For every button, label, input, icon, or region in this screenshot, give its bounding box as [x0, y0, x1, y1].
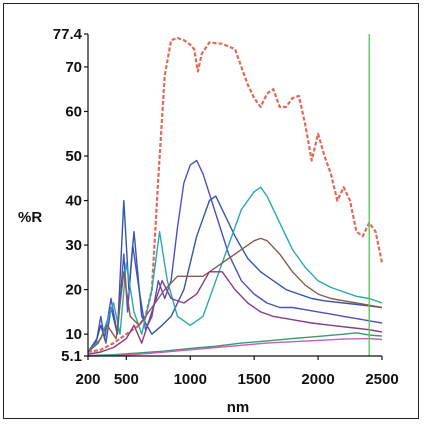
series-line-8	[87, 337, 383, 357]
series-line-3	[87, 195, 383, 353]
x-tick-labels: 200 500 1000 1500 2000 2500	[75, 356, 399, 388]
series-line-6	[87, 271, 383, 355]
y-tick-label: 77.4	[53, 26, 83, 43]
y-tick-label: 20	[65, 282, 82, 299]
y-tick-label: 5.1	[61, 348, 82, 365]
series-line-1	[87, 36, 384, 354]
series-layer	[87, 36, 384, 357]
y-tick-label: 70	[65, 59, 82, 76]
x-tick-label: 1000	[174, 371, 207, 388]
axes	[87, 34, 382, 357]
x-tick-label: 500	[114, 371, 139, 388]
chart-frame	[3, 3, 419, 419]
y-tick-label: 10	[65, 326, 82, 343]
x-axis-title: nm	[227, 399, 250, 416]
y-tick-labels: 5.1 10 20 30 40 50 60 70 77.4	[53, 26, 88, 365]
y-tick-label: 60	[65, 103, 82, 120]
y-axis-title: %R	[18, 209, 42, 226]
y-tick-label: 50	[65, 148, 82, 165]
x-tick-label: 200	[75, 371, 100, 388]
series-line-7	[87, 332, 383, 357]
x-tick-label: 1500	[237, 371, 270, 388]
x-tick-label: 2500	[365, 371, 398, 388]
series-line-5	[87, 237, 383, 353]
y-tick-label: 40	[65, 193, 82, 210]
y-tick-label: 30	[65, 237, 82, 254]
x-tick-label: 2000	[301, 371, 334, 388]
